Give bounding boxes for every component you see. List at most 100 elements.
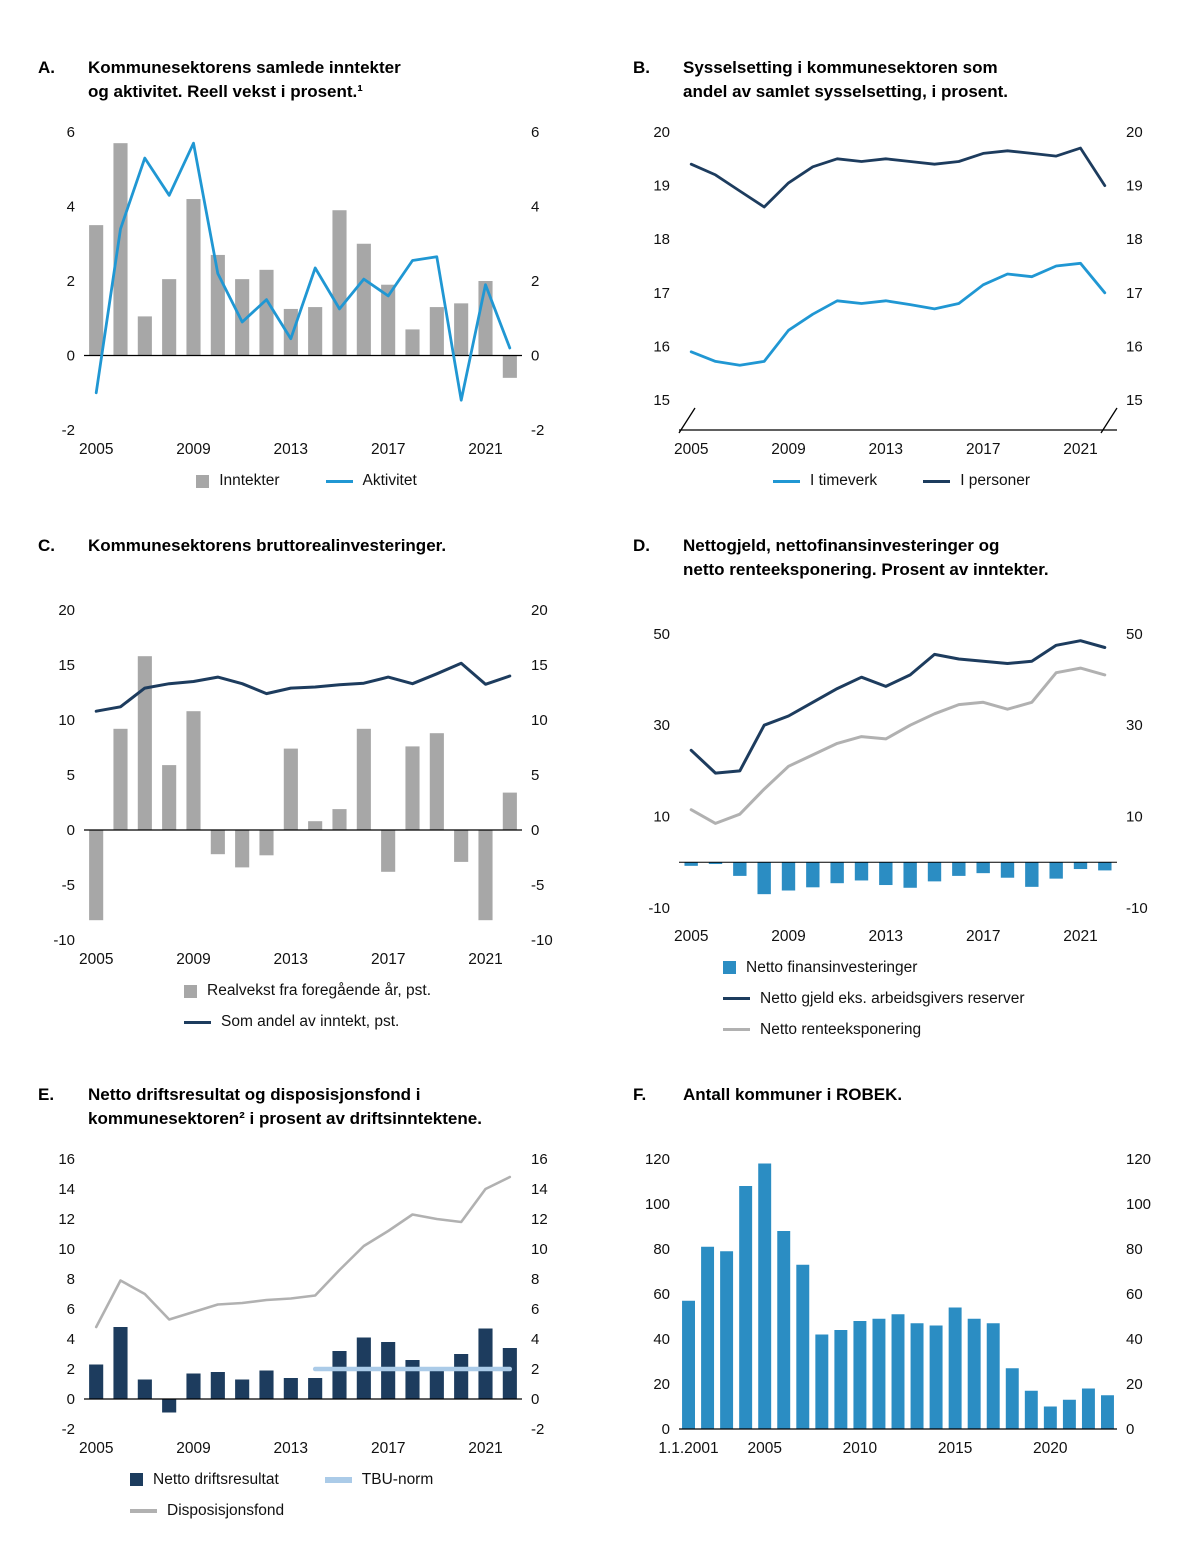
svg-text:14: 14: [58, 1181, 75, 1198]
panel-b-letter: B.: [633, 58, 650, 77]
svg-text:-10: -10: [648, 899, 670, 916]
svg-text:2009: 2009: [771, 928, 805, 945]
y-axis-ticks: 15 15 16 16 17 17 18 18 19 19 20 20: [653, 124, 1142, 409]
panel-f: F. Antall kommuner i ROBEK. 0 0 20 20 40 40 60…: [633, 1083, 1170, 1520]
legend-item-i-timeverk: I timeverk: [773, 472, 877, 490]
svg-text:2017: 2017: [371, 1440, 405, 1457]
panel-f-title-line-1: Antall kommuner i ROBEK.: [683, 1084, 903, 1104]
svg-text:10: 10: [58, 1241, 75, 1258]
svg-text:80: 80: [1126, 1241, 1143, 1258]
svg-text:10: 10: [531, 1241, 548, 1258]
bar-series: [89, 1326, 517, 1413]
panel-e-header: E. Netto driftsresultat og disposisjonsf…: [38, 1083, 575, 1131]
panel-f-letter: F.: [633, 1084, 647, 1104]
panel-b-title-line-2: andel av samlet sysselsetting, i prosent…: [683, 82, 1009, 102]
panel-d-title: Nettogjeld, nettofinansinvesteringer og …: [683, 534, 1049, 582]
panel-d-header: D. Nettogjeld, nettofinansinvesteringer …: [633, 534, 1170, 582]
panel-e-letter: E.: [38, 1084, 55, 1104]
svg-text:-2: -2: [62, 1421, 75, 1438]
legend-line-marker: [130, 1509, 157, 1513]
legend-row: Netto finansinvesteringer: [723, 959, 1170, 977]
y-axis-ticks: 0 0 20 20 40 40 60 60 80 80 100 100 120 120: [645, 1151, 1151, 1438]
svg-text:2009: 2009: [771, 441, 805, 458]
svg-text:2017: 2017: [371, 441, 405, 458]
svg-text:8: 8: [531, 1271, 539, 1288]
legend-square-marker: [184, 984, 197, 998]
svg-text:14: 14: [531, 1181, 548, 1198]
svg-text:2: 2: [531, 1361, 539, 1378]
bar-series: [682, 1163, 1114, 1429]
svg-text:-2: -2: [62, 422, 75, 439]
chart-a-legend: Inntekter Aktivitet: [38, 472, 575, 490]
axis-lines: [678, 407, 1118, 434]
x-axis-labels: 1.1.2001 2005 2010 2015 2020: [658, 1440, 1068, 1457]
svg-text:-10: -10: [1126, 899, 1148, 916]
panel-c-header: C. Kommunesektorens bruttorealinvesterin…: [38, 534, 575, 582]
panel-b-header: B. Sysselsetting i kommunesektoren som a…: [633, 56, 1170, 104]
svg-text:6: 6: [531, 124, 539, 141]
svg-text:10: 10: [653, 808, 670, 825]
svg-text:-5: -5: [62, 877, 75, 894]
svg-text:2010: 2010: [843, 1440, 878, 1457]
svg-text:19: 19: [1126, 178, 1143, 195]
svg-text:2005: 2005: [79, 951, 113, 968]
svg-text:2005: 2005: [747, 1440, 781, 1457]
panel-c-title-line-1: Kommunesektorens bruttorealinvesteringer…: [88, 536, 447, 556]
legend-row: Netto driftsresultat TBU-norm: [130, 1471, 575, 1489]
svg-text:4: 4: [67, 199, 75, 216]
legend-item-netto-finansinvesteringer: Netto finansinvesteringer: [723, 959, 917, 977]
svg-text:18: 18: [1126, 231, 1143, 248]
legend-row: Inntekter Aktivitet: [38, 472, 575, 490]
svg-text:10: 10: [1126, 808, 1143, 825]
line-series-1: [94, 1175, 512, 1329]
legend-square-marker: [130, 1473, 143, 1487]
legend-row: Netto gjeld eks. arbeidsgivers reserver: [723, 990, 1170, 1008]
y-axis-ticks: -2 -2 0 0 2 2 4 4 6 6 8 8 10 10 12 12 14 14 16 16: [58, 1151, 547, 1438]
svg-text:2013: 2013: [274, 441, 308, 458]
svg-text:12: 12: [58, 1211, 75, 1228]
panel-b: B. Sysselsetting i kommunesektoren som a…: [633, 56, 1170, 490]
svg-text:2017: 2017: [371, 951, 405, 968]
svg-text:20: 20: [1126, 1376, 1143, 1393]
svg-text:12: 12: [531, 1211, 548, 1228]
svg-text:50: 50: [653, 625, 670, 642]
legend-square-marker: [196, 474, 210, 488]
svg-text:-5: -5: [531, 877, 544, 894]
svg-text:0: 0: [1126, 1421, 1134, 1438]
panels-grid: A. Kommunesektorens samlede inntekter og…: [38, 56, 1170, 1520]
svg-text:16: 16: [653, 339, 670, 356]
legend-line-marker: [325, 479, 353, 483]
svg-text:2009: 2009: [176, 1440, 210, 1457]
svg-text:2017: 2017: [966, 441, 1000, 458]
legend-row: Realvekst fra foregående år, pst.: [184, 982, 575, 1000]
svg-text:2017: 2017: [966, 928, 1000, 945]
svg-text:50: 50: [1126, 625, 1143, 642]
svg-text:2021: 2021: [468, 1440, 502, 1457]
legend-item-i-personer: I personer: [923, 472, 1030, 490]
svg-text:-10: -10: [531, 932, 553, 949]
legend-label: Som andel av inntekt, pst.: [221, 1013, 400, 1031]
svg-text:2005: 2005: [79, 441, 113, 458]
svg-text:100: 100: [1126, 1196, 1151, 1213]
panel-e-title: Netto driftsresultat og disposisjonsfond…: [88, 1083, 482, 1131]
x-axis-labels: 2005 2009 2013 2017 2021: [79, 951, 503, 968]
svg-text:2013: 2013: [869, 928, 903, 945]
svg-text:0: 0: [67, 822, 75, 839]
svg-text:2005: 2005: [674, 928, 708, 945]
svg-text:100: 100: [645, 1196, 670, 1213]
legend-item-tbu-norm: TBU-norm: [324, 1471, 433, 1489]
line-series-2: [689, 666, 1107, 825]
svg-text:30: 30: [653, 717, 670, 734]
svg-text:30: 30: [1126, 717, 1143, 734]
svg-text:0: 0: [531, 822, 539, 839]
svg-text:2013: 2013: [869, 441, 903, 458]
chart-d-legend: Netto finansinvesteringer Netto gjeld eks…: [633, 959, 1170, 1039]
chart-c-legend: Realvekst fra foregående år, pst. Som and…: [38, 982, 575, 1031]
legend-label: Netto renteeksponering: [760, 1020, 922, 1038]
svg-text:60: 60: [653, 1286, 670, 1303]
svg-text:2005: 2005: [674, 441, 708, 458]
svg-text:5: 5: [67, 767, 75, 784]
svg-text:15: 15: [653, 392, 670, 409]
legend-label: Netto gjeld eks. arbeidsgivers reserver: [760, 989, 1025, 1007]
legend-item-aktivitet: Aktivitet: [325, 472, 417, 490]
